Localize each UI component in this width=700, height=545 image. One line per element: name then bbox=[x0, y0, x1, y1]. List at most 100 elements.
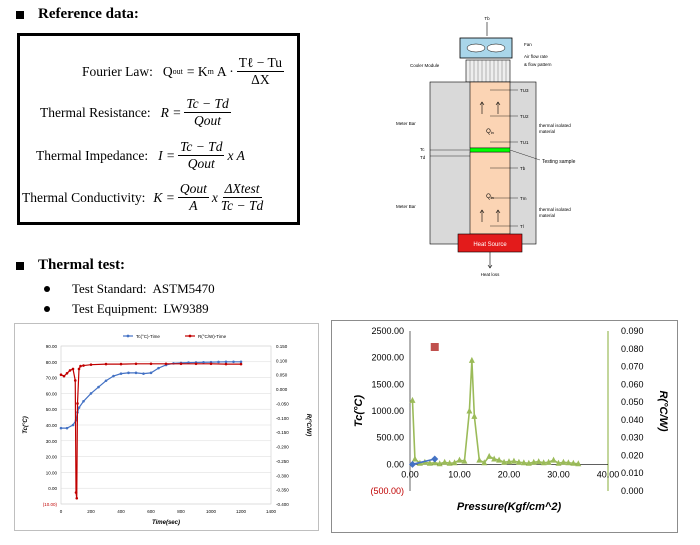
heat-flow-arrows bbox=[479, 101, 501, 222]
probe-lines bbox=[430, 89, 518, 227]
data-point bbox=[75, 496, 79, 500]
data-point bbox=[149, 371, 153, 375]
y-right-tick-label: 0.000 bbox=[276, 387, 288, 392]
y-right-axis-label: R(°C/W) bbox=[305, 414, 311, 436]
x-tick-label: 400 bbox=[117, 509, 125, 514]
impedance-den: Qout bbox=[187, 156, 215, 171]
data-point-triangle bbox=[436, 460, 443, 467]
y-left-tick-label: 90.00 bbox=[46, 344, 58, 349]
y-right-tick-label: -0.300 bbox=[276, 473, 289, 478]
heat-source-label: Heat Source bbox=[473, 242, 507, 248]
insulation-top-label: thermal isolated bbox=[539, 123, 571, 128]
y-left-tick-label: 20.00 bbox=[46, 455, 58, 460]
x-tick-label: 600 bbox=[147, 509, 155, 514]
x-tick-label: 10.00 bbox=[448, 469, 471, 479]
data-point bbox=[77, 406, 81, 409]
data-point-triangle bbox=[451, 459, 458, 466]
conductivity-lhs: K = bbox=[153, 189, 175, 205]
data-point bbox=[134, 371, 138, 375]
y-right-tick-label: 0.020 bbox=[621, 450, 644, 460]
probe-bottom-2: Tm bbox=[520, 196, 527, 201]
bullet-dot-icon bbox=[44, 306, 50, 312]
reference-heading: Reference data: bbox=[16, 6, 139, 23]
data-point bbox=[112, 374, 115, 378]
data-point-triangle bbox=[510, 457, 517, 464]
data-point-triangle bbox=[466, 407, 473, 414]
y-right-tick-label: -0.350 bbox=[276, 488, 289, 493]
sample-label: Testing sample bbox=[542, 159, 576, 165]
data-point-triangle bbox=[496, 456, 503, 463]
data-point-square bbox=[430, 343, 439, 351]
data-point-triangle bbox=[535, 458, 542, 465]
data-point bbox=[71, 423, 75, 427]
y-left-tick-label: 1500.00 bbox=[371, 379, 404, 389]
y-right-tick-label: 0.000 bbox=[621, 486, 644, 496]
test-standard-value: ASTM5470 bbox=[152, 281, 215, 296]
cooler-label: Cooler Module bbox=[410, 63, 440, 68]
data-point-triangle bbox=[520, 459, 527, 466]
data-point-triangle bbox=[476, 456, 483, 463]
data-point bbox=[79, 364, 82, 368]
x-tick-label: 30.00 bbox=[547, 469, 570, 479]
fan-top-label: Tb bbox=[484, 16, 490, 21]
y-right-tick-label: -0.150 bbox=[276, 430, 289, 435]
fourier-fraction: Tℓ − Tu ΔX bbox=[236, 56, 285, 87]
impedance-label: Thermal Impedance: bbox=[36, 147, 149, 163]
data-point bbox=[119, 362, 123, 366]
data-point bbox=[89, 363, 93, 366]
data-point-triangle bbox=[550, 456, 557, 463]
data-point bbox=[119, 372, 123, 375]
y-right-tick-label: 0.080 bbox=[621, 344, 644, 354]
y-right-tick-label: 0.070 bbox=[621, 362, 644, 372]
conductivity-label: Thermal Conductivity: bbox=[22, 189, 146, 205]
data-point bbox=[65, 426, 69, 430]
data-point bbox=[76, 402, 79, 405]
resistance-fraction: Tc − Td Qout bbox=[184, 97, 231, 128]
data-point bbox=[232, 360, 235, 364]
y-right-tick-label: -0.050 bbox=[276, 401, 289, 406]
chart-pressure-frame: 2500.00 2000.00 1500.00 1000.00 500.00 0.00 (5… bbox=[331, 320, 678, 533]
data-point bbox=[71, 367, 75, 371]
x-tick-label: 0.00 bbox=[401, 469, 419, 479]
y-left-tick-label: 500.00 bbox=[376, 433, 404, 443]
conductivity-fraction-2: ΔXtest Tc − Td bbox=[221, 182, 263, 213]
data-point bbox=[224, 362, 228, 366]
data-point bbox=[149, 362, 153, 366]
impedance-num: Tc − Td bbox=[178, 139, 225, 156]
data-point-triangle bbox=[560, 458, 567, 465]
probe-top-2: TU2 bbox=[520, 114, 529, 119]
test-equipment-value: LW9389 bbox=[163, 301, 209, 316]
data-point bbox=[224, 360, 228, 364]
data-point-triangle bbox=[530, 458, 537, 465]
data-point-triangle bbox=[545, 458, 552, 465]
data-point-triangle bbox=[481, 459, 488, 466]
q-bottom-label: Qin bbox=[486, 194, 494, 200]
data-point-triangle bbox=[446, 459, 453, 466]
y-left-tick-label: 40.00 bbox=[46, 423, 58, 428]
fan-box bbox=[459, 37, 513, 59]
y-left-tick-label: 30.00 bbox=[46, 439, 58, 444]
meter-bar-bottom-label: Meter Bar bbox=[396, 204, 416, 209]
y-left-tick-label: 60.00 bbox=[46, 391, 58, 396]
data-point bbox=[127, 371, 130, 375]
data-point bbox=[104, 379, 108, 383]
fourier-den: ΔX bbox=[251, 72, 270, 87]
legend-marker bbox=[188, 334, 192, 338]
y-right-tick-label: 0.100 bbox=[276, 358, 288, 363]
data-point-diamond bbox=[431, 455, 439, 463]
legend-label: Tc(°C)-Time bbox=[136, 334, 160, 339]
conductivity-x: x bbox=[211, 189, 218, 205]
x-tick-label: 800 bbox=[177, 509, 185, 514]
reference-heading-text: Reference data: bbox=[38, 6, 139, 22]
testing-sample bbox=[469, 147, 511, 153]
conductivity-num1: Qout bbox=[177, 181, 209, 198]
heading-bullet-icon bbox=[16, 261, 24, 270]
impedance-fraction: Tc − Td Qout bbox=[178, 139, 225, 171]
chart-time: 90.00 80.00 70.00 60.00 50.00 40.00 30.00 20.00… bbox=[23, 334, 311, 526]
conductivity-fraction-1: Qout A bbox=[177, 181, 209, 213]
data-point bbox=[202, 360, 205, 364]
heat-loss-label: Heat loss bbox=[481, 272, 501, 277]
data-point-triangle bbox=[501, 458, 508, 465]
conductivity-num2: ΔXtest bbox=[222, 181, 262, 198]
